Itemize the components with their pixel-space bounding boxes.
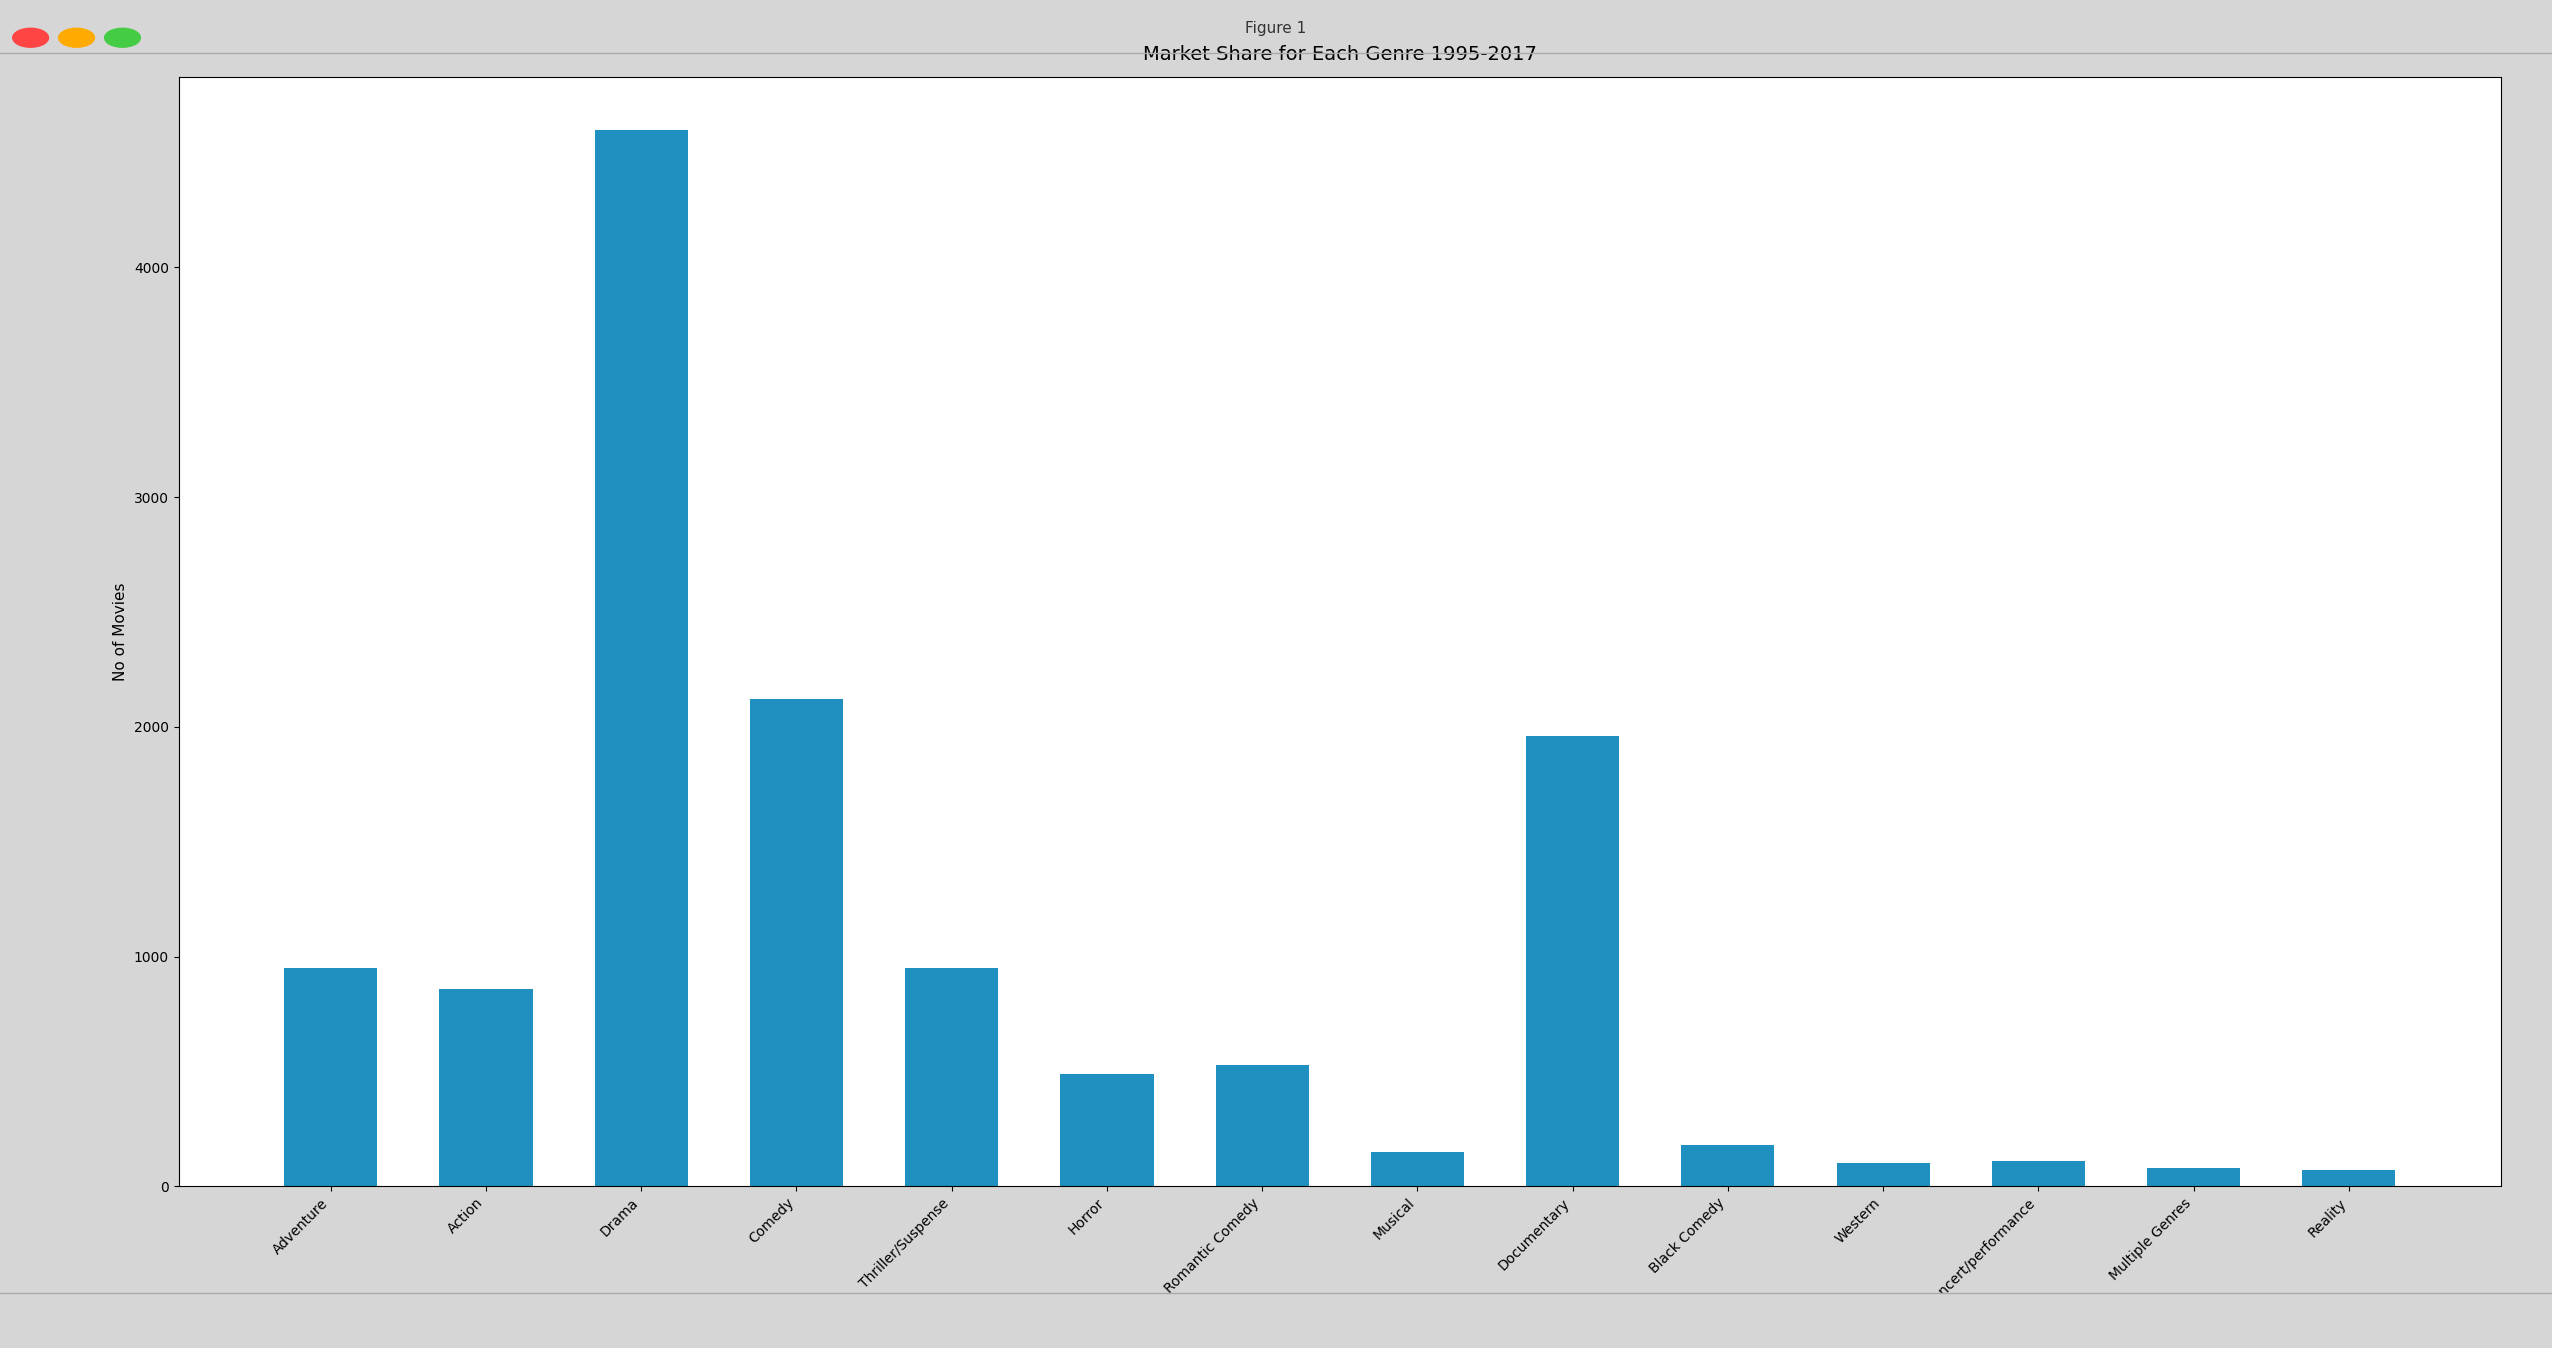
Bar [750, 700, 842, 1186]
Bar [2146, 1167, 2241, 1186]
Bar [906, 968, 998, 1186]
Bar [595, 129, 689, 1186]
Title: Market Share for Each Genre 1995-2017: Market Share for Each Genre 1995-2017 [1143, 46, 1536, 65]
Bar [1837, 1163, 1929, 1186]
Bar [439, 988, 533, 1186]
X-axis label: Genre: Genre [1317, 1316, 1363, 1332]
Bar [1526, 736, 1618, 1186]
Bar [1215, 1065, 1309, 1186]
Text: Figure 1: Figure 1 [1245, 20, 1307, 36]
Y-axis label: No of Movies: No of Movies [112, 582, 128, 681]
Bar [1682, 1144, 1774, 1186]
Bar [283, 968, 378, 1186]
Bar [2302, 1170, 2396, 1186]
Bar [1991, 1161, 2085, 1186]
Bar [1370, 1151, 1465, 1186]
Bar [1062, 1074, 1154, 1186]
